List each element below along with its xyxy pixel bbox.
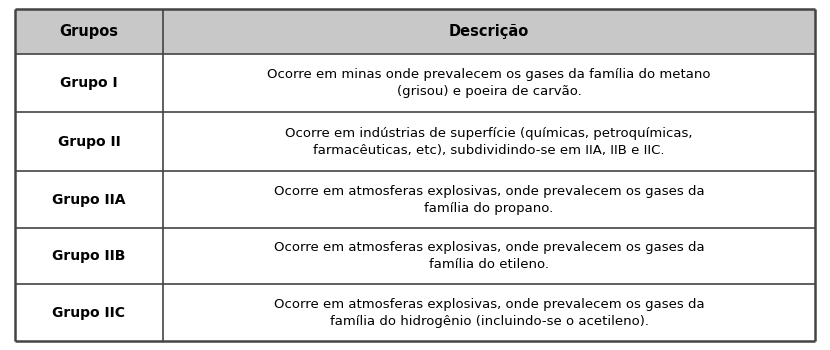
Bar bbox=[15, 172, 163, 228]
Bar bbox=[163, 228, 815, 285]
Bar bbox=[15, 112, 163, 172]
Bar bbox=[15, 228, 163, 285]
Bar bbox=[163, 285, 815, 341]
Bar bbox=[163, 9, 815, 54]
Text: Ocorre em atmosferas explosivas, onde prevalecem os gases da
família do hidrogên: Ocorre em atmosferas explosivas, onde pr… bbox=[274, 298, 705, 328]
Bar bbox=[15, 285, 163, 341]
Bar bbox=[163, 112, 815, 172]
Text: Grupo I: Grupo I bbox=[60, 76, 118, 90]
Text: Ocorre em indústrias de superfície (químicas, petroquímicas,
farmacêuticas, etc): Ocorre em indústrias de superfície (quím… bbox=[286, 127, 693, 157]
Text: Ocorre em atmosferas explosivas, onde prevalecem os gases da
família do propano.: Ocorre em atmosferas explosivas, onde pr… bbox=[274, 184, 705, 215]
Text: Ocorre em minas onde prevalecem os gases da família do metano
(grisou) e poeira : Ocorre em minas onde prevalecem os gases… bbox=[267, 68, 710, 98]
Text: Descrição: Descrição bbox=[449, 24, 530, 39]
Text: Grupo IIB: Grupo IIB bbox=[52, 249, 125, 263]
Text: Grupos: Grupos bbox=[60, 24, 119, 39]
Bar bbox=[163, 54, 815, 112]
Text: Grupo IIC: Grupo IIC bbox=[52, 306, 125, 320]
Text: Grupo IIA: Grupo IIA bbox=[52, 193, 125, 206]
Bar bbox=[15, 9, 163, 54]
Bar bbox=[163, 172, 815, 228]
Text: Ocorre em atmosferas explosivas, onde prevalecem os gases da
família do etileno.: Ocorre em atmosferas explosivas, onde pr… bbox=[274, 241, 705, 271]
Bar bbox=[15, 54, 163, 112]
Text: Grupo II: Grupo II bbox=[57, 135, 120, 149]
